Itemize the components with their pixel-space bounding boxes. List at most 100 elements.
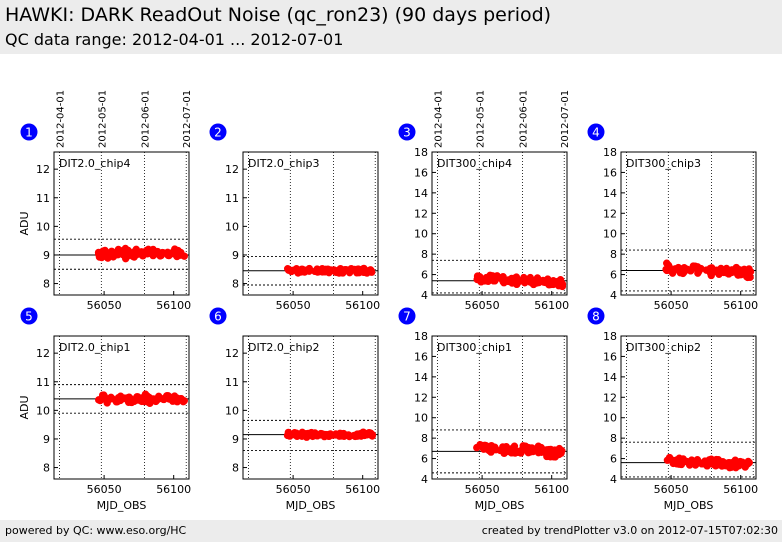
- page-title: HAWKI: DARK ReadOut Noise (qc_ron23) (90…: [5, 4, 552, 26]
- data-point: [722, 268, 730, 276]
- plot-panel-5: 8 9 10 11 12 56050 56100 DIT2.0_chip1 5 ADU MJD_OB…: [18, 307, 191, 512]
- data-point: [180, 397, 188, 405]
- y-tick-label: 12: [603, 391, 617, 404]
- panel-number-badge: [398, 123, 416, 141]
- data-point: [663, 259, 671, 267]
- date-tick-label: 2012-06-01: [140, 90, 151, 148]
- y-axis-label: ADU: [18, 395, 31, 419]
- data-point: [499, 443, 507, 451]
- x-tick-label: 56050: [465, 299, 500, 312]
- panel-number-badge: [209, 307, 227, 325]
- data-point: [556, 275, 565, 284]
- data-point: [180, 252, 188, 260]
- y-tick-label: 18: [414, 330, 428, 343]
- header-bar: HAWKI: DARK ReadOut Noise (qc_ron23) (90…: [0, 0, 782, 54]
- x-tick-label: 56100: [534, 483, 569, 496]
- y-tick-label: 6: [421, 453, 428, 466]
- plot-frame: [53, 151, 190, 296]
- y-tick-label: 6: [421, 269, 428, 282]
- y-tick-label: 12: [603, 207, 617, 220]
- data-point: [284, 266, 293, 274]
- panel-number-badge: [587, 307, 605, 325]
- y-tick-label: 10: [36, 404, 50, 417]
- x-tick-label: 56100: [345, 483, 380, 496]
- data-point: [304, 429, 312, 438]
- data-point: [558, 446, 566, 455]
- data-point: [541, 278, 550, 287]
- page-subtitle: QC data range: 2012-04-01 ... 2012-07-01: [5, 30, 344, 49]
- y-tick-label: 9: [232, 433, 239, 446]
- data-point: [534, 444, 543, 452]
- data-point: [531, 276, 540, 285]
- x-tick-label: 56050: [654, 299, 689, 312]
- panel-number: 4: [592, 126, 600, 140]
- data-point: [524, 448, 533, 457]
- plot-frame: [53, 335, 190, 480]
- y-tick-label: 8: [610, 248, 617, 261]
- x-tick-label: 56050: [654, 483, 689, 496]
- y-tick-label: 12: [36, 347, 50, 360]
- panel-number: 1: [25, 126, 33, 140]
- data-point: [499, 278, 507, 286]
- x-tick-label: 56050: [276, 483, 311, 496]
- data-point: [675, 264, 683, 273]
- footer-bar: powered by QC: www.eso.org/HC created by…: [0, 520, 782, 542]
- y-tick-label: 10: [603, 412, 617, 425]
- x-tick-label: 56050: [276, 299, 311, 312]
- y-tick-label: 10: [603, 228, 617, 241]
- y-tick-label: 12: [225, 163, 239, 176]
- x-tick-label: 56100: [723, 483, 758, 496]
- data-point: [152, 396, 160, 405]
- data-point: [742, 461, 750, 469]
- date-tick-label: 2012-05-01: [475, 90, 486, 148]
- data-point: [510, 448, 518, 456]
- data-point: [341, 431, 350, 439]
- y-tick-label: 8: [232, 462, 239, 475]
- data-point: [137, 248, 145, 256]
- x-tick-label: 56100: [345, 299, 380, 312]
- y-tick-label: 4: [421, 289, 428, 302]
- data-point: [480, 276, 488, 284]
- panel-number-badge: [587, 123, 605, 141]
- data-point: [363, 431, 371, 439]
- y-tick-label: 11: [225, 376, 239, 389]
- data-point: [333, 268, 341, 277]
- plot-panel-7: 4 6 8 10 12 14 16 18 56050 56100 DIT300_chip1 7 MJD_…: [398, 307, 569, 512]
- panel-number: 5: [25, 310, 33, 324]
- data-point: [519, 442, 527, 450]
- y-tick-label: 10: [414, 228, 428, 241]
- y-tick-label: 10: [225, 220, 239, 233]
- data-point: [738, 270, 746, 278]
- y-tick-label: 11: [36, 376, 50, 389]
- x-tick-label: 56100: [156, 299, 191, 312]
- panel-label: DIT300_chip1: [437, 341, 512, 354]
- data-point: [708, 458, 716, 467]
- panel-number-badge: [209, 123, 227, 141]
- data-point: [318, 268, 327, 276]
- panel-number: 3: [403, 126, 411, 140]
- y-tick-label: 4: [610, 289, 617, 302]
- panel-label: DIT2.0_chip2: [248, 341, 319, 354]
- plot-panel-6: 8 9 10 11 12 56050 56100 DIT2.0_chip2 6 MJD_OBS: [209, 307, 380, 512]
- x-axis-label: MJD_OBS: [97, 499, 147, 512]
- panel-number: 8: [592, 310, 600, 324]
- y-tick-label: 6: [610, 269, 617, 282]
- panel-label: DIT2.0_chip3: [248, 157, 319, 170]
- data-point: [173, 398, 181, 406]
- y-tick-label: 8: [610, 432, 617, 445]
- data-point: [124, 250, 133, 258]
- panel-label: DIT2.0_chip1: [59, 341, 130, 354]
- date-tick-label: 2012-07-01: [182, 90, 193, 148]
- plot-panel-2: 8 9 10 11 12 56050 56100 DIT2.0_chip3 2: [209, 123, 380, 312]
- y-tick-label: 18: [603, 146, 617, 159]
- y-tick-label: 12: [414, 207, 428, 220]
- y-tick-label: 10: [414, 412, 428, 425]
- panel-number-badge: [398, 307, 416, 325]
- y-tick-label: 8: [43, 462, 50, 475]
- date-tick-label: 2012-04-01: [56, 90, 67, 148]
- date-tick-label: 2012-06-01: [518, 90, 529, 148]
- panel-number: 6: [214, 310, 222, 324]
- y-tick-label: 8: [421, 248, 428, 261]
- x-tick-label: 56050: [465, 483, 500, 496]
- x-tick-label: 56050: [87, 483, 122, 496]
